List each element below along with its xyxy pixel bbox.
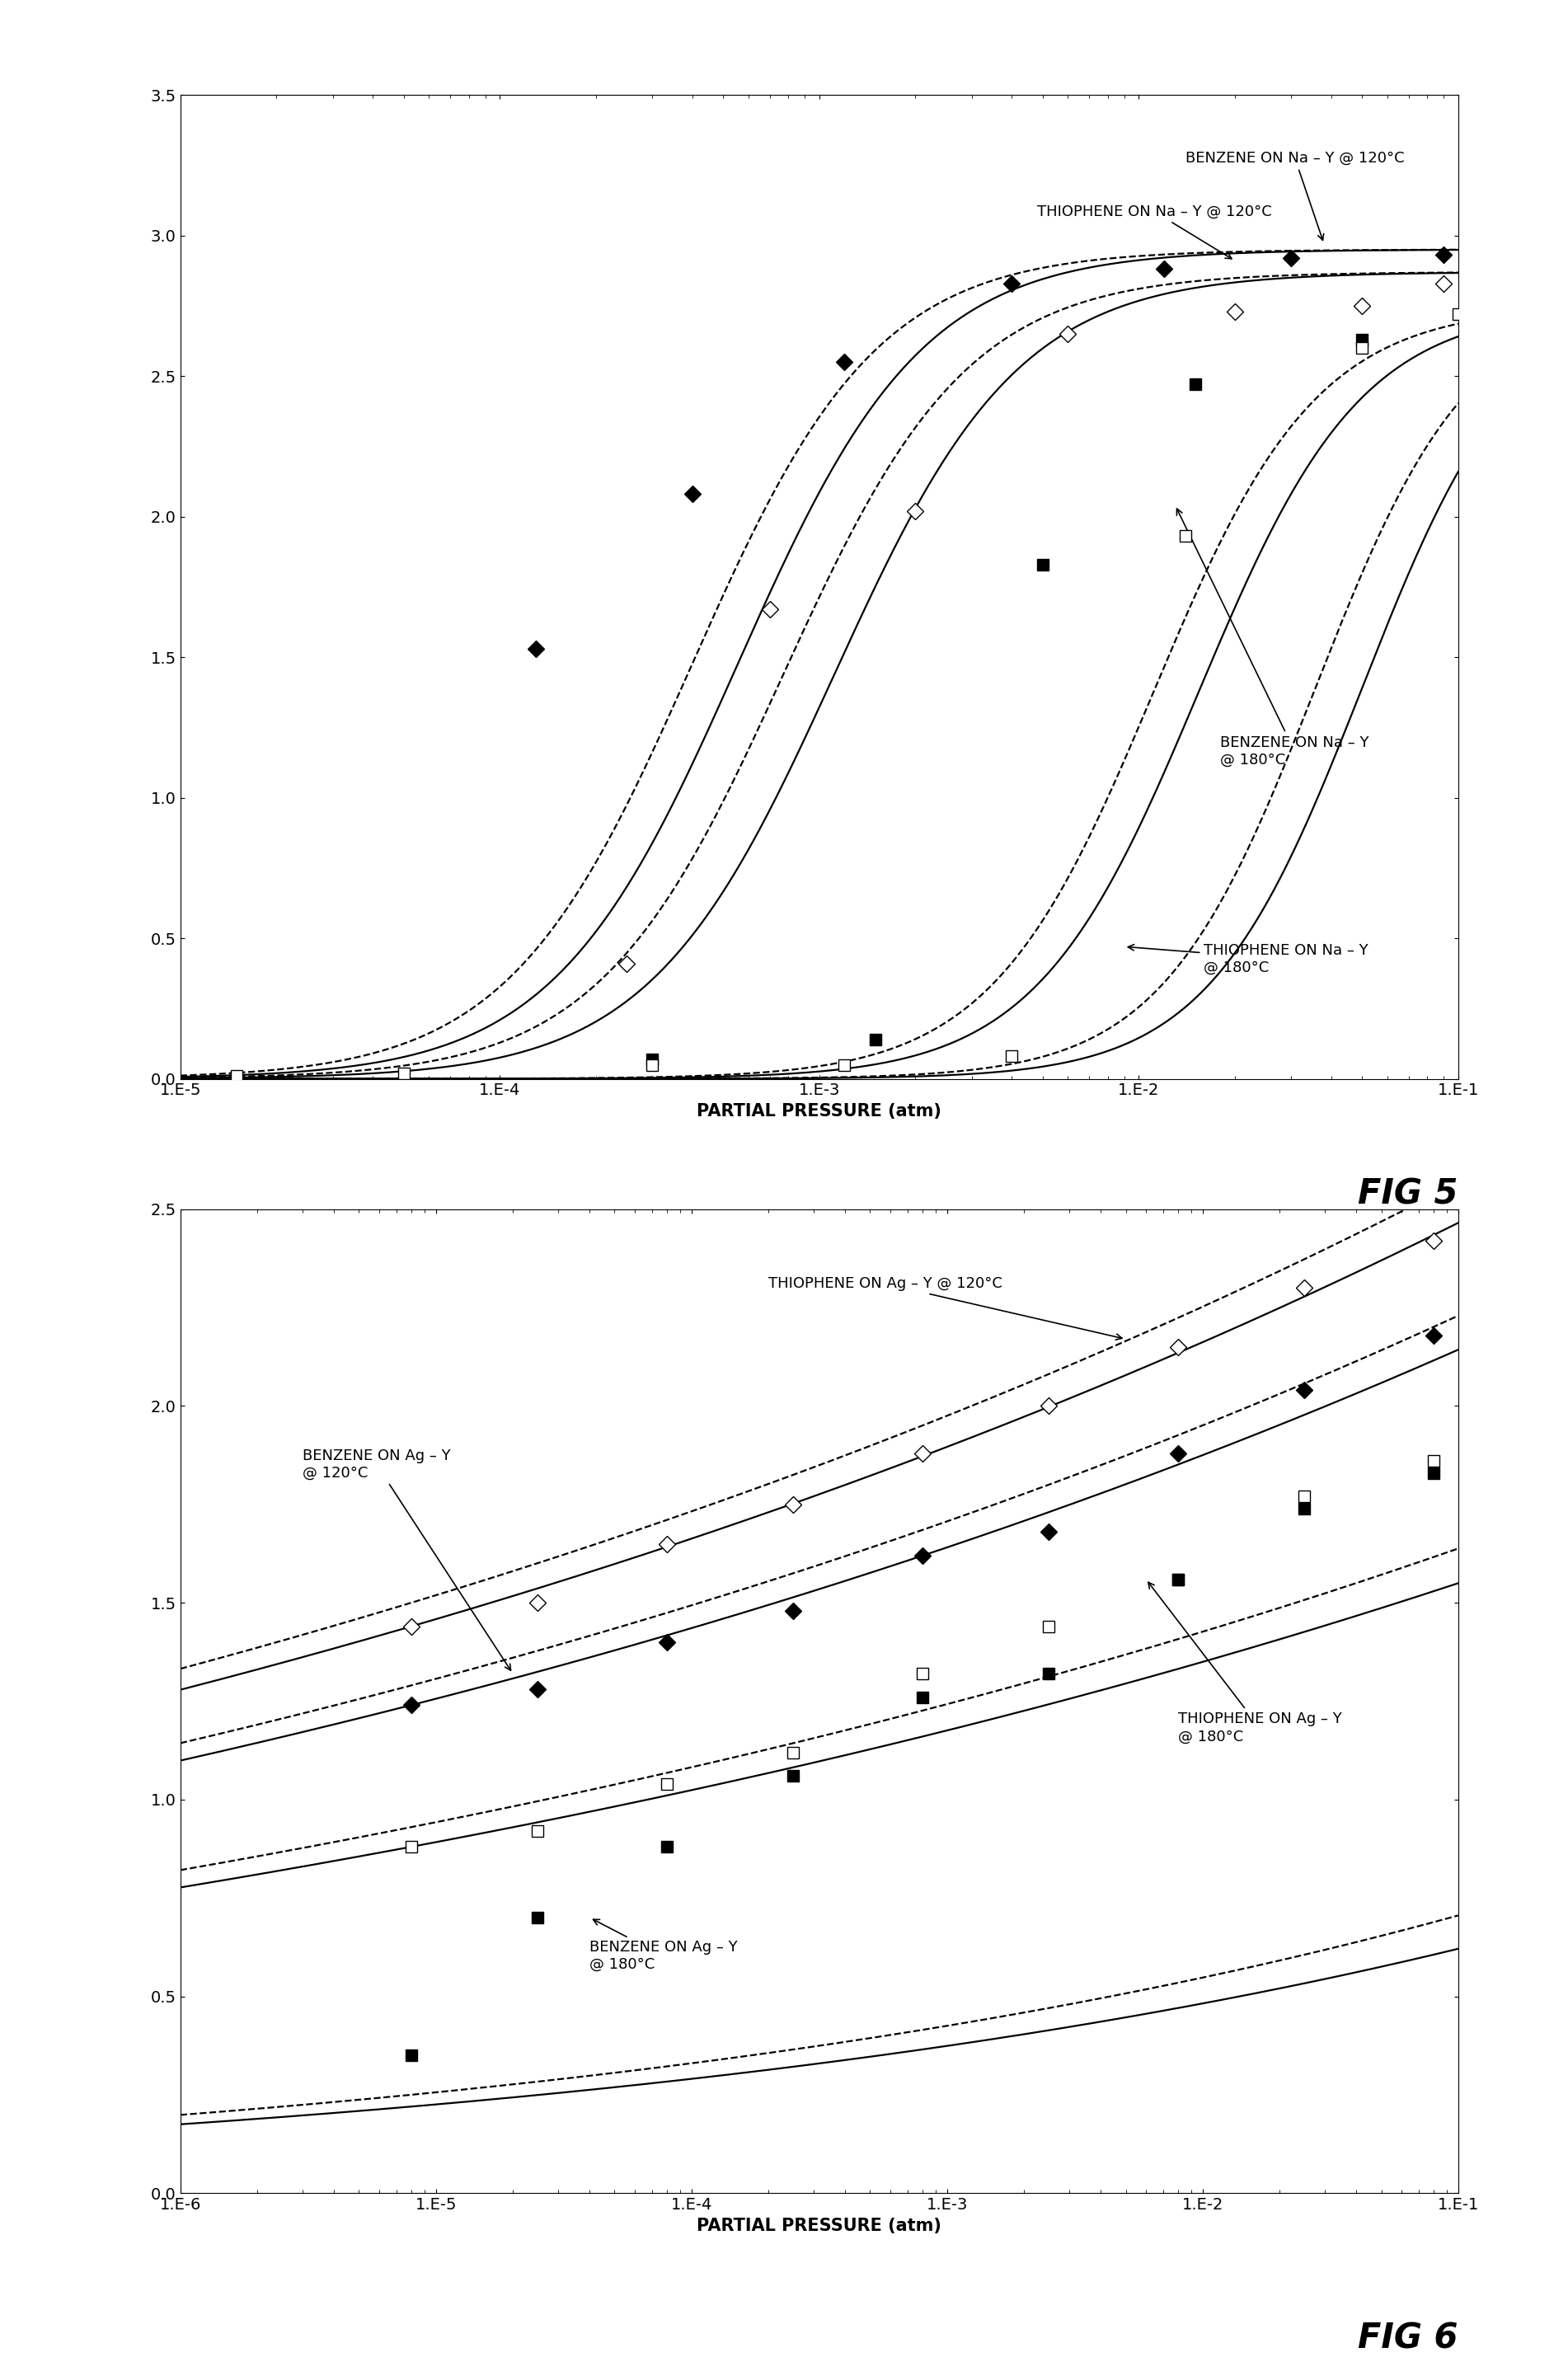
Text: THIOPHENE ON Na – Y @ 120°C: THIOPHENE ON Na – Y @ 120°C: [1036, 204, 1272, 258]
Text: BENZENE ON Ag – Y
@ 180°C: BENZENE ON Ag – Y @ 180°C: [590, 1921, 739, 1973]
Text: THIOPHENE ON Ag – Y
@ 180°C: THIOPHENE ON Ag – Y @ 180°C: [1148, 1581, 1342, 1743]
Text: THIOPHENE ON Ag – Y @ 120°C: THIOPHENE ON Ag – Y @ 120°C: [768, 1276, 1123, 1340]
X-axis label: PARTIAL PRESSURE (atm): PARTIAL PRESSURE (atm): [696, 1103, 942, 1119]
X-axis label: PARTIAL PRESSURE (atm): PARTIAL PRESSURE (atm): [696, 2217, 942, 2233]
Text: BENZENE ON Ag – Y
@ 120°C: BENZENE ON Ag – Y @ 120°C: [303, 1449, 511, 1672]
Text: BENZENE ON Na – Y
@ 180°C: BENZENE ON Na – Y @ 180°C: [1176, 510, 1369, 768]
Text: BENZENE ON Na – Y @ 120°C: BENZENE ON Na – Y @ 120°C: [1185, 152, 1405, 239]
Text: FIG 5: FIG 5: [1358, 1178, 1458, 1212]
Text: THIOPHENE ON Na – Y
@ 180°C: THIOPHENE ON Na – Y @ 180°C: [1127, 944, 1369, 974]
Text: FIG 6: FIG 6: [1358, 2321, 1458, 2357]
